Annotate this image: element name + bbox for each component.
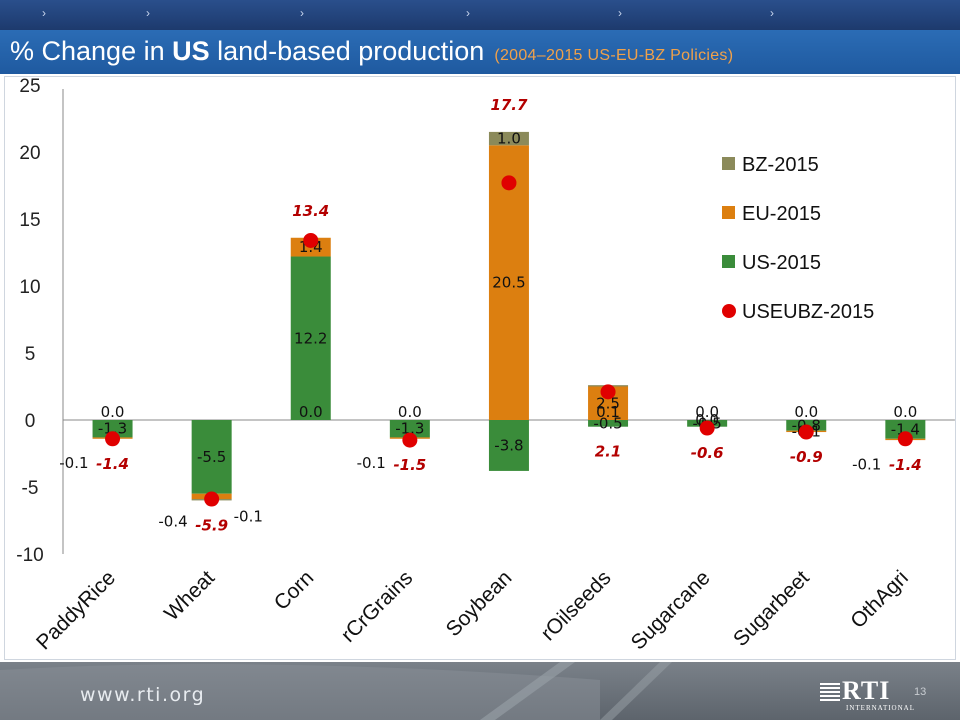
total-label-paddyrice: -1.4 bbox=[96, 455, 129, 473]
total-label-sugarcane: -0.6 bbox=[691, 444, 724, 462]
data-label-us-2015: -0.5 bbox=[593, 414, 622, 432]
legend-label-eu-2015: EU-2015 bbox=[742, 203, 821, 225]
data-label-us-2015: -1.3 bbox=[395, 420, 424, 438]
y-tick-label: -5 bbox=[22, 478, 39, 499]
total-point-corn bbox=[303, 232, 319, 248]
rti-logo: RTI INTERNATIONAL bbox=[820, 676, 914, 712]
data-label-eu-2015: 2.5 bbox=[596, 394, 620, 412]
title-bar: % Change in US land-based production (200… bbox=[0, 30, 960, 75]
y-tick-label: 20 bbox=[19, 143, 40, 164]
title-policy: (2004–2015 US-EU-BZ Policies) bbox=[494, 47, 734, 64]
footer: www.rti.org RTI INTERNATIONAL 13 bbox=[0, 662, 960, 720]
x-tick-label-corn: Corn bbox=[270, 566, 318, 614]
data-label-us-2015: -1.3 bbox=[98, 420, 127, 438]
slide-title: % Change in US land-based production (200… bbox=[10, 36, 733, 67]
data-label-eu-2015: -0.1 bbox=[357, 454, 386, 472]
chevron-right-icon: › bbox=[770, 6, 774, 20]
data-label-us-2015: -5.5 bbox=[197, 448, 226, 466]
x-tick-label-roilseeds: rOilseeds bbox=[537, 566, 616, 645]
y-tick-label: 10 bbox=[19, 277, 40, 298]
x-tick-label-othagri: OthAgri bbox=[846, 566, 913, 633]
total-label-corn: 13.4 bbox=[292, 202, 329, 220]
chevron-right-icon: › bbox=[618, 6, 622, 20]
data-label-eu-2015: 20.5 bbox=[492, 274, 525, 292]
legend-label-us-2015: US-2015 bbox=[742, 252, 821, 274]
x-tick-label-soybean: Soybean bbox=[442, 566, 517, 641]
chart-frame: -10 -5 0 5 10 15 20 25 PaddyRice Wheat Corn rCrGrai… bbox=[0, 74, 960, 662]
chevron-right-icon: › bbox=[466, 6, 470, 20]
title-prefix: % Change in bbox=[10, 36, 173, 66]
legend-marker-useubz-2015 bbox=[722, 304, 736, 318]
data-label-bz-2015: 0.0 bbox=[893, 403, 917, 421]
legend-label-bz-2015: BZ-2015 bbox=[742, 154, 819, 176]
bar-us-2015-roilseeds bbox=[588, 420, 629, 427]
page-number: 13 bbox=[914, 686, 927, 698]
y-tick-label: -10 bbox=[16, 545, 43, 566]
bar-us-2015-paddyrice bbox=[92, 420, 133, 438]
chevron-right-icon: › bbox=[300, 6, 304, 20]
bar-us-2015-wheat bbox=[191, 420, 232, 494]
x-tick-label-paddyrice: PaddyRice bbox=[32, 566, 120, 654]
title-emphasis: US bbox=[172, 36, 210, 66]
y-tick-label: 0 bbox=[25, 411, 36, 432]
total-point-wheat bbox=[204, 491, 220, 507]
legend-label-useubz-2015: USEUBZ-2015 bbox=[742, 301, 874, 323]
bar-us-2015-rcrgrains bbox=[389, 420, 430, 438]
total-label-othagri: -1.4 bbox=[889, 456, 922, 474]
y-tick-label: 5 bbox=[25, 344, 36, 365]
bar-eu-2015-soybean bbox=[488, 145, 529, 421]
logo-name: RTI bbox=[842, 676, 891, 705]
data-label-bz-2015: 1.0 bbox=[497, 130, 521, 148]
title-main: land-based production bbox=[209, 36, 485, 66]
bar-us-2015-othagri bbox=[885, 420, 926, 439]
logo-subtext: INTERNATIONAL bbox=[846, 704, 915, 712]
data-label-us-2015: 12.2 bbox=[294, 329, 327, 347]
y-tick-label: 15 bbox=[19, 210, 40, 231]
bar-us-2015-soybean bbox=[488, 420, 529, 471]
total-label-rcrgrains: -1.5 bbox=[393, 456, 426, 474]
total-point-paddyrice bbox=[105, 431, 121, 447]
data-label-us-2015: -3.8 bbox=[494, 436, 523, 454]
data-label-eu-2015: -0.1 bbox=[852, 455, 881, 473]
chevron-right-icon: › bbox=[42, 6, 46, 20]
total-point-rcrgrains bbox=[402, 432, 418, 448]
data-label-bz-2015: 0.0 bbox=[398, 403, 422, 421]
x-tick-label-wheat: Wheat bbox=[160, 566, 219, 625]
total-label-wheat: -5.9 bbox=[195, 516, 228, 534]
data-label-bz-2015: 0.1 bbox=[596, 403, 620, 421]
data-label-us-2015: -1.4 bbox=[891, 420, 920, 438]
footer-swoosh bbox=[0, 662, 672, 720]
legend-swatch-eu-2015 bbox=[722, 206, 735, 219]
data-label-bz-2015: 0.0 bbox=[794, 403, 818, 421]
data-label-bz-2015: 0.0 bbox=[695, 403, 719, 421]
legend-swatch-bz-2015 bbox=[722, 157, 735, 170]
x-tick-label-rcrgrains: rCrGrains bbox=[337, 566, 418, 647]
total-label-soybean: 17.7 bbox=[490, 96, 528, 114]
bar-bz-2015-soybean bbox=[488, 131, 529, 146]
stacked-bar-chart: -10 -5 0 5 10 15 20 25 PaddyRice Wheat Corn rCrGrai… bbox=[16, 76, 955, 654]
data-label-eu-2015: -0.4 bbox=[158, 512, 187, 530]
footer-url[interactable]: www.rti.org bbox=[80, 684, 206, 706]
total-label-roilseeds: 2.1 bbox=[595, 443, 622, 461]
total-point-sugarbeet bbox=[798, 424, 814, 440]
top-decorative-band: › › › › › › bbox=[0, 0, 960, 30]
x-tick-label-sugarbeet: Sugarbeet bbox=[729, 566, 814, 651]
data-label-bz-2015: -0.1 bbox=[234, 508, 263, 526]
bar-us-2015-corn bbox=[290, 256, 331, 420]
chevron-right-icon: › bbox=[146, 6, 150, 20]
data-label-eu-2015: -0.1 bbox=[59, 454, 88, 472]
y-tick-label: 25 bbox=[19, 76, 40, 97]
rti-logo-mark-icon bbox=[820, 681, 840, 701]
data-label-bz-2015: 0.0 bbox=[101, 403, 125, 421]
legend-swatch-us-2015 bbox=[722, 255, 735, 268]
total-point-soybean bbox=[501, 175, 517, 191]
total-point-othagri bbox=[897, 431, 913, 447]
total-point-roilseeds bbox=[600, 384, 616, 400]
total-point-sugarcane bbox=[699, 420, 715, 436]
data-label-bz-2015: 0.0 bbox=[299, 403, 323, 421]
x-tick-label-sugarcane: Sugarcane bbox=[627, 566, 715, 654]
total-label-sugarbeet: -0.9 bbox=[790, 448, 823, 466]
